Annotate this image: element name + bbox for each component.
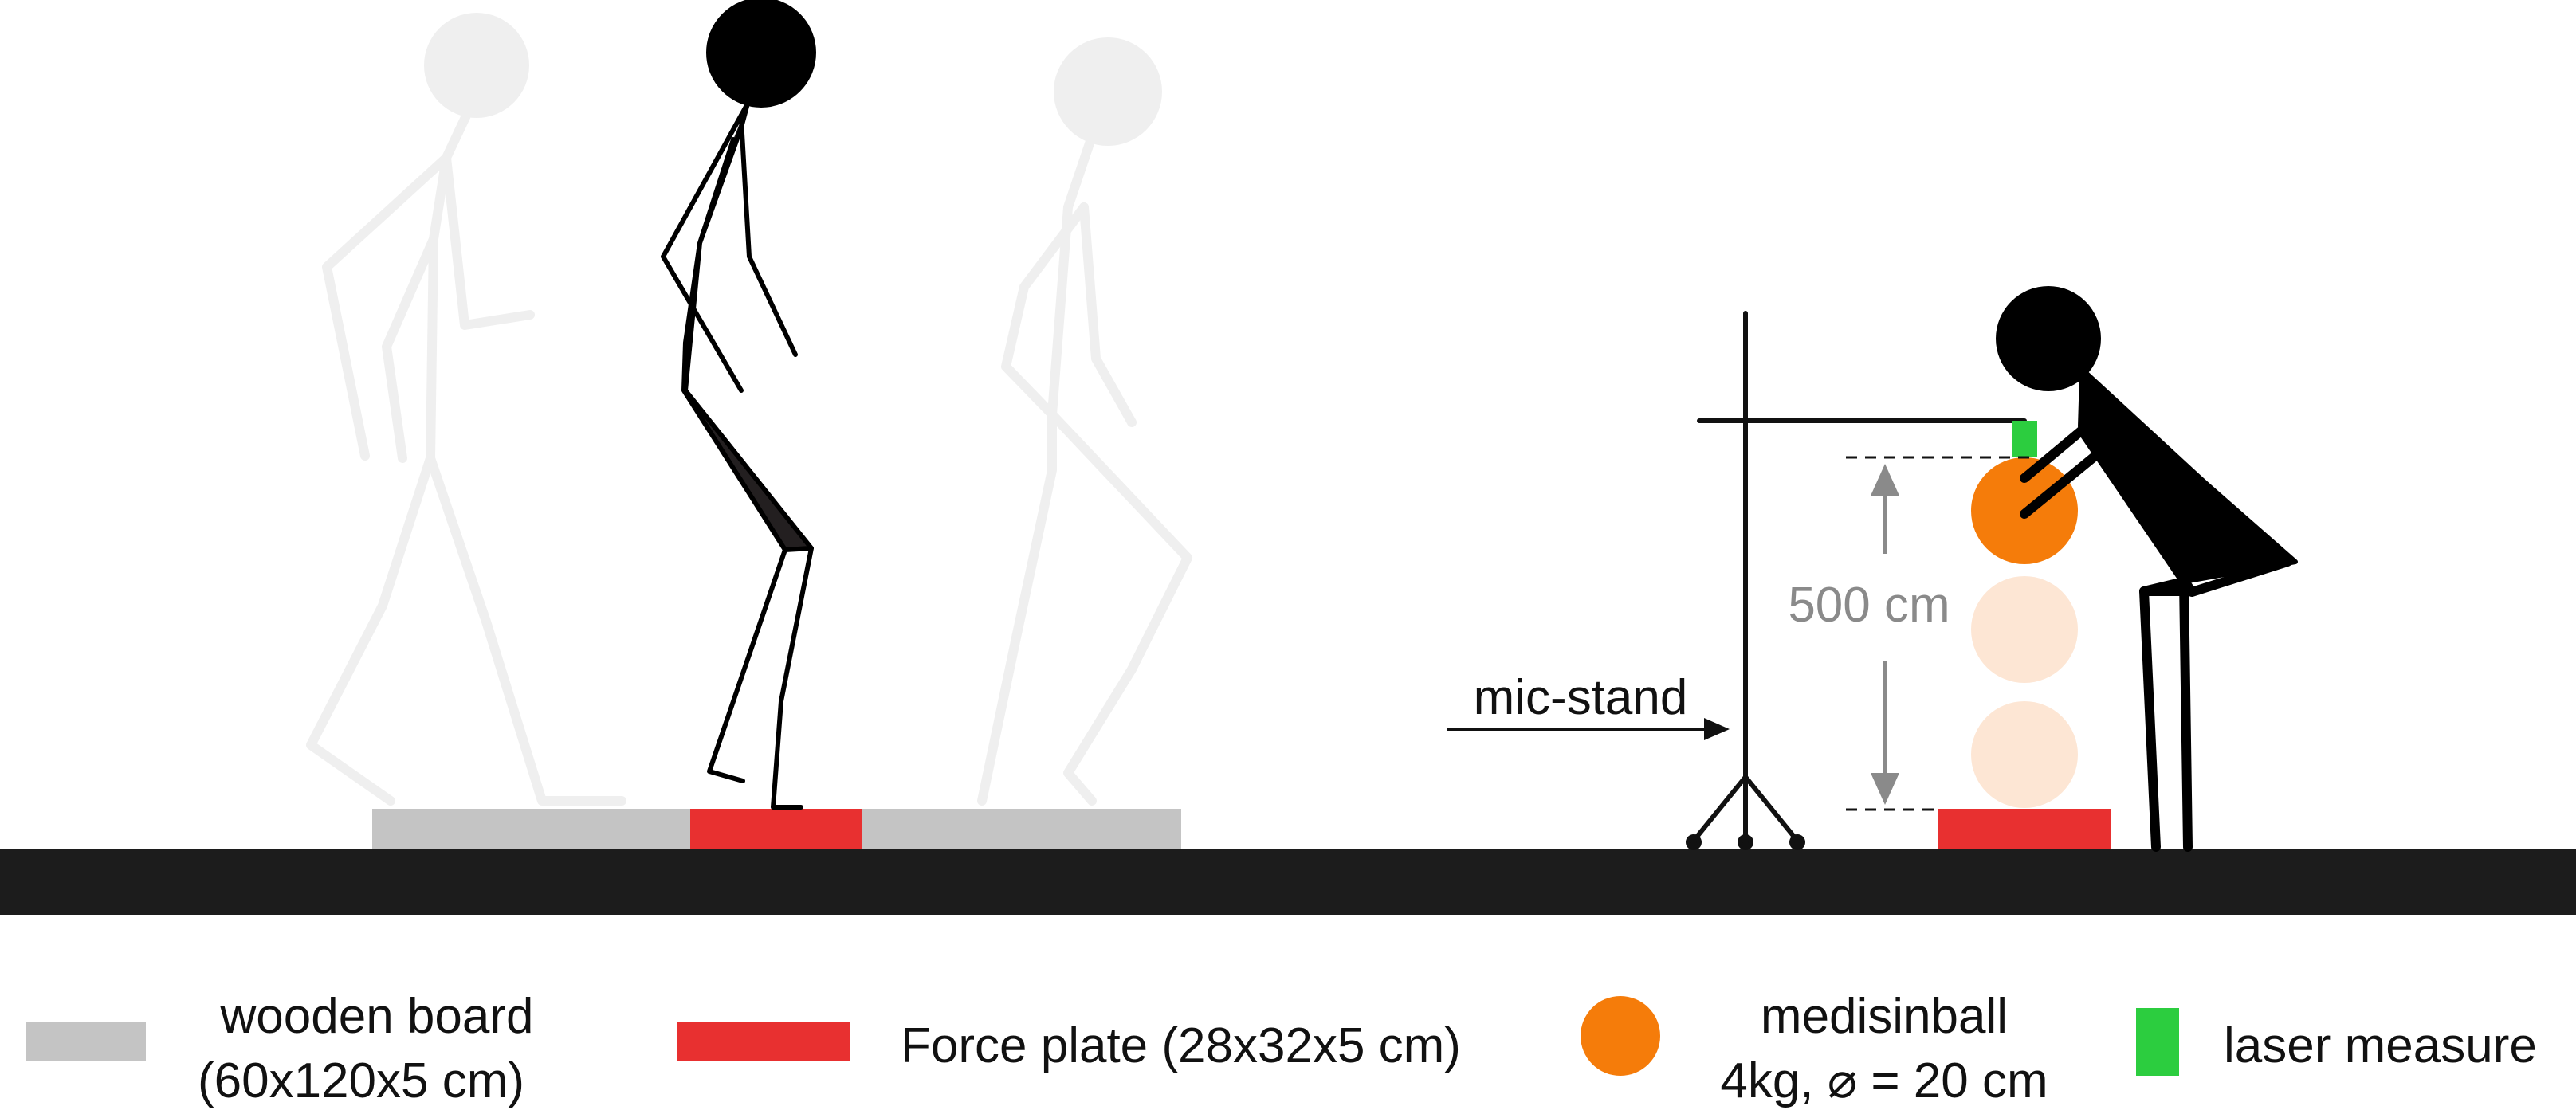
- floor: [0, 849, 2576, 915]
- mic-stand-arrow-head: [1704, 718, 1730, 740]
- mic-stand-label: mic-stand: [1474, 670, 1688, 725]
- medicine-ball-ghost-middle: [1971, 576, 2078, 683]
- legend-swatch-laser-measure: [2136, 1008, 2179, 1076]
- thrower-arm: [2020, 426, 2131, 519]
- height-label: 500 cm: [1788, 578, 1950, 633]
- legend-label-medicine-ball-line2: 4kg, ⌀ = 20 cm: [1720, 1053, 2048, 1108]
- height-dimension: [1846, 456, 2031, 811]
- medicine-ball-ghost-lower: [1971, 701, 2078, 808]
- legend-label-laser-measure: laser measure: [2224, 1018, 2537, 1073]
- height-arrow-down: [1871, 773, 1899, 805]
- wooden-board-right: [861, 809, 1181, 849]
- legend-swatch-medicine-ball: [1581, 996, 1660, 1076]
- mic-stand: [1686, 311, 2027, 850]
- legend-swatch-wooden-board: [26, 1022, 146, 1061]
- legend-label-force-plate: Force plate (28x32x5 cm): [901, 1018, 1461, 1073]
- force-plate-right: [1938, 809, 2111, 849]
- legend-label-wooden-board-line1: wooden board: [220, 989, 534, 1044]
- wooden-board-left: [372, 809, 691, 849]
- walker-figure-on-force-plate: [661, 0, 816, 810]
- legend-swatch-force-plate: [677, 1022, 850, 1061]
- height-arrow-up: [1871, 464, 1899, 496]
- thrower-figure: [1996, 286, 2298, 852]
- legend-label-medicine-ball-line1: medisinball: [1761, 989, 2008, 1044]
- ghost-walker-figure-2: [977, 37, 1192, 806]
- force-plate-left: [690, 809, 862, 849]
- ghost-walker-figure-1: [306, 13, 626, 806]
- legend-label-wooden-board-line2: (60x120x5 cm): [198, 1053, 524, 1108]
- laser-measure-device: [2012, 421, 2037, 457]
